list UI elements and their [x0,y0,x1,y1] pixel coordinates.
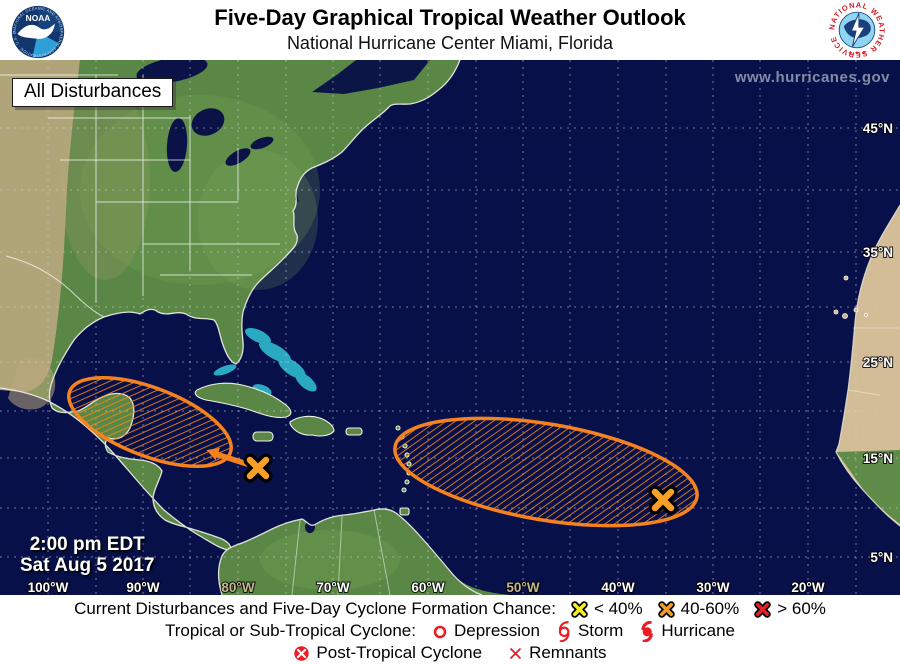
legend-row2-label: Tropical or Sub-Tropical Cyclone: [164,621,416,640]
nws-stars: ★ ★ ★ [848,49,866,56]
mexico-highlands [8,358,56,410]
legend-item-label: Remnants [529,643,607,662]
legend-item-label: 40-60% [680,599,740,618]
legend-row-post-tropical: Post-Tropical Cyclone Remnants [0,642,900,664]
legend-item-storm: Storm [556,620,624,642]
legend-item-label: Hurricane [661,621,736,640]
x-marker-orange-icon [657,600,675,618]
header: NOAA NATIONAL OCEANIC AND ATMOSPHERIC AD… [0,0,900,60]
svg-text:30°W: 30°W [696,580,729,595]
storm-icon [558,620,570,642]
legend-item-label: Storm [577,621,624,640]
page-subtitle: National Hurricane Center Miami, Florida [286,33,614,53]
svg-text:60°W: 60°W [411,580,444,595]
outlook-map[interactable]: 45°N 35°N 25°N 15°N 5°N 100°W 90°W 80°W … [0,60,900,595]
depression-icon [433,625,447,639]
x-marker-red-icon [754,600,771,618]
hurricane-icon [641,620,654,642]
latitude-labels: 45°N 35°N 25°N 15°N 5°N [862,120,894,566]
issuance-time: 2:00 pm EDT [29,534,145,555]
noaa-abbr: NOAA [26,13,51,23]
legend-item-40-60: 40-60% [657,599,740,619]
svg-text:15°N: 15°N [863,451,893,466]
state-borders [0,74,280,318]
issuance-date: Sat Aug 5 2017 [20,555,155,576]
svg-text:25°N: 25°N [863,355,893,370]
legend-item-label: Post-Tropical Cyclone [316,643,483,662]
canary-islands [833,275,868,319]
svg-text:40°W: 40°W [601,580,634,595]
longitude-labels: 100°W 90°W 80°W 70°W 60°W 50°W 40°W 30°W… [27,579,826,595]
hispaniola [289,415,335,437]
disturbance-x-marker[interactable] [243,453,273,483]
page-title: Five-Day Graphical Tropical Weather Outl… [214,5,686,30]
legend-item-label: Depression [453,621,540,640]
svg-text:70°W: 70°W [316,580,349,595]
x-marker-yellow-icon [571,600,588,618]
noaa-logo: NOAA NATIONAL OCEANIC AND ATMOSPHERIC AD… [9,4,65,59]
legend-item-gt60: > 60% [754,599,826,619]
svg-text:20°W: 20°W [791,580,824,595]
bahamas-shallows [213,327,317,396]
great-lakes [136,60,274,172]
motion-arrow [213,451,250,467]
south-america-landmass [217,508,511,595]
disturbance-area-atlantic[interactable] [387,399,705,544]
western-desert [0,60,80,392]
watermark-url: www.hurricanes.gov [734,69,890,86]
svg-text:45°N: 45°N [863,121,893,136]
legend: Current Disturbances and Five-Day Cyclon… [0,595,900,665]
disturbance-x-marker[interactable] [648,485,678,515]
post-tropical-icon [294,645,310,661]
legend-item-depression: Depression [432,621,540,641]
svg-text:50°W: 50°W [506,580,539,595]
svg-text:100°W: 100°W [28,580,69,595]
jamaica [252,431,274,442]
nws-logo: NATIONAL WEATHER SERVICE ★ ★ ★ [827,0,885,59]
svg-text:90°W: 90°W [126,580,159,595]
legend-item-label: > 60% [777,599,826,618]
svg-text:5°N: 5°N [870,550,893,565]
legend-item-hurricane: Hurricane [639,620,736,642]
legend-row1-label: Current Disturbances and Five-Day Cyclon… [74,599,556,618]
africa-landmass [833,204,900,527]
legend-row-cyclone-types: Tropical or Sub-Tropical Cyclone: Depres… [0,620,900,642]
legend-item-remnants: Remnants [508,643,607,663]
legend-item-lt40: < 40% [571,599,643,619]
legend-item-label: < 40% [593,599,643,618]
svg-text:80°W: 80°W [221,580,254,595]
legend-item-post-tropical: Post-Tropical Cyclone [293,643,482,663]
svg-text:35°N: 35°N [863,245,893,260]
issuance-timestamp: 2:00 pm EDT Sat Aug 5 2017 [20,534,154,576]
disturbance-area-caribbean[interactable] [58,359,273,484]
remnants-icon [509,647,522,659]
legend-row-formation-chance: Current Disturbances and Five-Day Cyclon… [0,598,900,620]
trinidad [399,507,410,516]
puerto-rico [345,427,363,436]
mode-label: All Disturbances [12,78,174,107]
